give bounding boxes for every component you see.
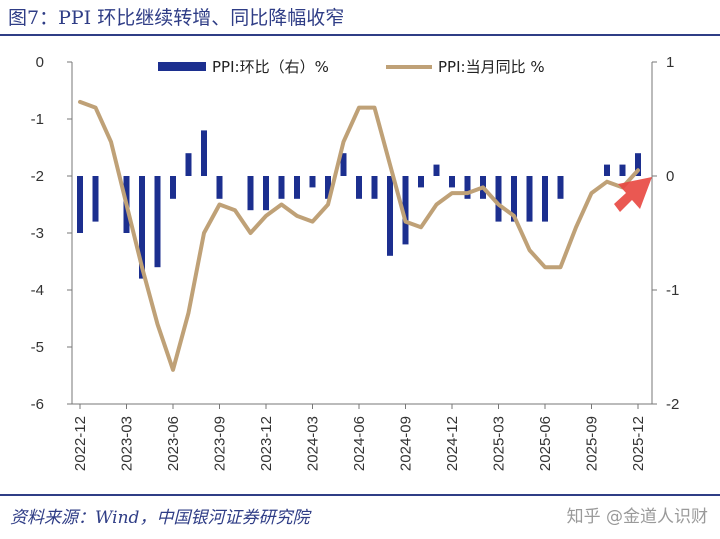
- left-tick-label: -4: [31, 282, 44, 299]
- x-tick-label: 2025-06: [537, 416, 554, 471]
- bar-mom: [604, 164, 610, 176]
- arrow-annotation: [614, 177, 652, 212]
- bar-mom: [170, 176, 176, 199]
- legend: PPI:环比（右）% PPI:当月同比 %: [158, 58, 545, 76]
- legend-line-label: PPI:当月同比 %: [438, 58, 545, 76]
- x-tick-label: 2025-03: [491, 416, 508, 471]
- watermark: 知乎 @金道人识财: [566, 507, 708, 527]
- x-tick-label: 2024-03: [305, 416, 322, 471]
- bar-mom: [464, 176, 471, 199]
- left-tick-label: 0: [36, 54, 44, 71]
- bar-mom: [619, 164, 626, 176]
- bar-mom: [92, 176, 99, 222]
- x-tick-label: 2023-12: [258, 416, 275, 471]
- x-axis: 2022-12 2023-03 2023-06 2023-09 2023-12 2024-…: [72, 403, 652, 471]
- bar-mom: [294, 176, 300, 199]
- chart-title: 图7：PPI 环比继续转增、同比降幅收窄: [8, 7, 345, 29]
- source-note: 资料来源：Wind，中国银河证券研究院: [10, 508, 310, 528]
- x-tick-label: 2022-12: [72, 416, 89, 471]
- bar-mom: [542, 176, 548, 222]
- x-tick-label: 2023-06: [165, 416, 182, 471]
- bar-mom: [77, 176, 83, 233]
- x-tick-label: 2024-06: [351, 416, 368, 471]
- x-tick-label: 2023-09: [212, 416, 229, 471]
- bar-mom: [278, 176, 285, 199]
- bar-mom: [449, 176, 455, 188]
- source-rule: [0, 494, 720, 496]
- bar-mom: [387, 176, 393, 256]
- bar-mom: [309, 176, 316, 188]
- bar-mom: [371, 176, 378, 199]
- bar-mom: [356, 176, 362, 199]
- x-tick-label: 2023-03: [119, 416, 136, 471]
- x-tick-label: 2025-12: [630, 416, 647, 471]
- x-tick-label: 2024-12: [444, 416, 461, 471]
- bar-mom: [325, 176, 331, 199]
- left-tick-label: -3: [31, 225, 44, 242]
- bar-mom: [433, 164, 440, 176]
- right-tick-label: -2: [666, 396, 679, 413]
- right-axis: 1 0 -1 -2: [651, 54, 679, 413]
- legend-bar-swatch: [158, 62, 206, 71]
- chart-canvas: 0 -1 -2 -3 -4 -5 -6 1 0 -1 -2 2022-12 2023-03 2023-…: [31, 54, 680, 471]
- line-series: [78, 99, 640, 372]
- bar-mom: [139, 176, 145, 279]
- left-axis: 0 -1 -2 -3 -4 -5 -6: [31, 54, 73, 413]
- line-yoy: [78, 99, 640, 372]
- bar-mom: [635, 153, 641, 176]
- bar-mom: [263, 176, 269, 211]
- bar-mom: [495, 176, 502, 222]
- right-tick-label: -1: [666, 282, 679, 299]
- bar-mom: [511, 176, 517, 222]
- legend-bar-label: PPI:环比（右）%: [212, 58, 329, 76]
- bar-mom: [154, 176, 161, 268]
- left-tick-label: -5: [31, 339, 44, 356]
- bar-mom: [418, 176, 424, 188]
- x-tick-label: 2025-09: [584, 416, 601, 471]
- left-tick-label: -6: [31, 396, 44, 413]
- bar-series: [77, 130, 641, 279]
- x-tick-label: 2024-09: [398, 416, 415, 471]
- bar-mom: [216, 176, 223, 199]
- right-tick-label: 1: [666, 54, 674, 71]
- left-tick-label: -2: [31, 168, 44, 185]
- arrow-icon: [614, 177, 652, 212]
- left-tick-label: -1: [31, 111, 44, 128]
- bar-mom: [557, 176, 564, 199]
- bar-mom: [247, 176, 254, 211]
- bar-mom: [185, 153, 192, 176]
- bar-mom: [526, 176, 533, 222]
- bar-mom: [340, 153, 347, 176]
- title-rule: [0, 34, 720, 36]
- bar-mom: [201, 130, 207, 176]
- bar-mom: [402, 176, 409, 245]
- right-tick-label: 0: [666, 168, 674, 185]
